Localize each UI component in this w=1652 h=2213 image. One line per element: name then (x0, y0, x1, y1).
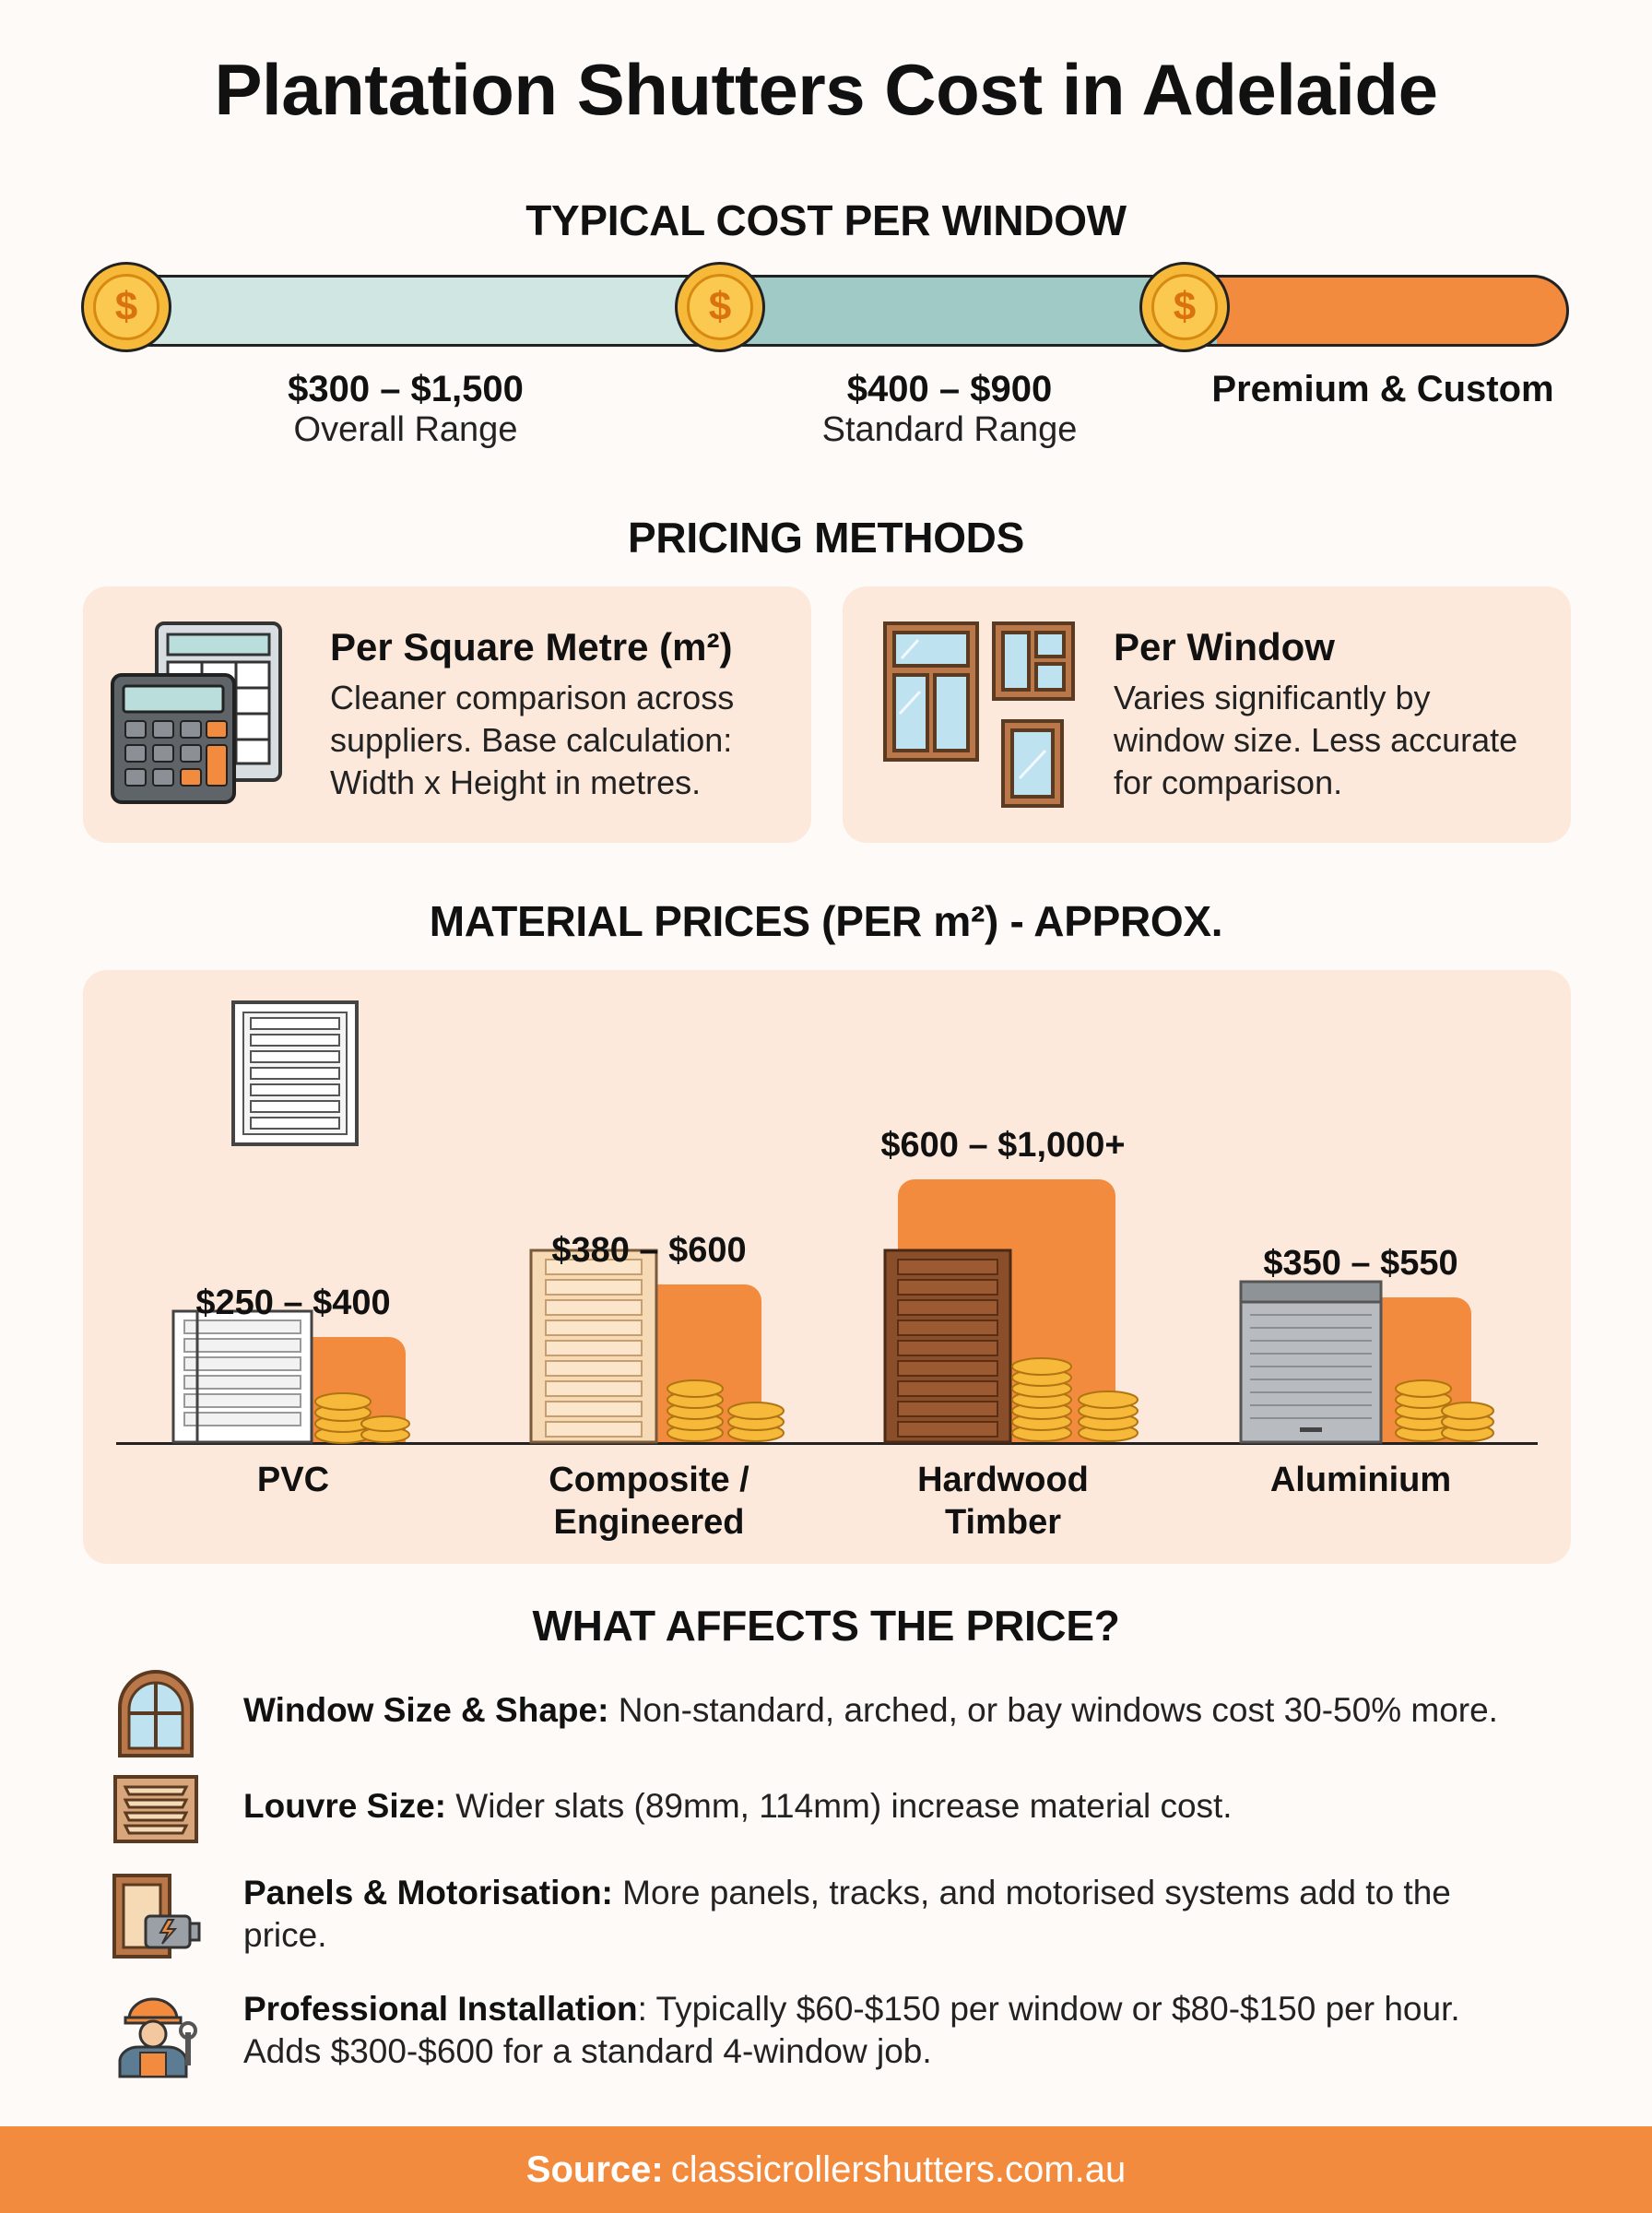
cost-per-window-heading: TYPICAL COST PER WINDOW (525, 196, 1127, 244)
windows-icon (883, 621, 1075, 808)
aluminium-shutter-coins-icon (1239, 1280, 1494, 1444)
material-prices-heading: MATERIAL PRICES (PER m²) - APPROX. (429, 897, 1223, 945)
installer-icon (118, 1997, 197, 2078)
page-title: Plantation Shutters Cost in Adelaide (214, 49, 1438, 130)
pvc-shutter-coins-icon (171, 1309, 410, 1444)
premium-range: Premium & Custom (1189, 369, 1576, 410)
factor-panels-motorisation: Panels & Motorisation: More panels, trac… (243, 1874, 1451, 1954)
material-price-label: $350 – $550 (1263, 1244, 1458, 1283)
chart-baseline (116, 1442, 1538, 1445)
material-name-label: PVC (256, 1461, 330, 1499)
dollar-coin-icon: $ (675, 262, 765, 352)
source-link[interactable]: classicrollershutters.com.au (670, 2148, 1127, 2190)
overall-range-label: Overall Range (293, 410, 518, 449)
material-name-label: Hardwood Timber (917, 1461, 1089, 1542)
factors-heading: WHAT AFFECTS THE PRICE? (532, 1602, 1120, 1650)
dollar-coin-icon: $ (81, 262, 171, 352)
factor-louvre-size: Louvre Size: Wider slats (89mm, 114mm) i… (243, 1787, 1233, 1825)
material-price-label: $250 – $400 (195, 1284, 391, 1322)
standard-range: $400 – $900 Standard Range (765, 369, 1134, 450)
pricing-method-description: Cleaner comparison across suppliers. Bas… (330, 679, 735, 801)
pricing-method-description: Varies significantly by window size. Les… (1114, 679, 1518, 801)
standard-range-label: Standard Range (821, 410, 1078, 449)
hardwood-shutter-coins-icon (883, 1249, 1139, 1444)
source-label: Source: (525, 2148, 664, 2190)
source-footer: Source: classicrollershutters.com.au (0, 2126, 1652, 2213)
factor-window-size: Window Size & Shape: Non-standard, arche… (243, 1691, 1498, 1729)
louvre-icon (113, 1775, 198, 1843)
material-prices-panel: $250 – $400 PVC $380 – $600 Composite / Engi… (83, 970, 1571, 1564)
material-name-label: Composite / Engineered (549, 1461, 749, 1542)
motor-panel-icon (112, 1874, 201, 1959)
pricing-method-title: Per Square Metre (m²) (330, 625, 733, 669)
arched-window-icon (118, 1670, 194, 1757)
standard-range-value: $400 – $900 (846, 369, 1053, 409)
pricing-methods-heading: PRICING METHODS (628, 514, 1024, 562)
overall-range-value: $300 – $1,500 (288, 369, 524, 409)
pricing-method-card-window: Per Window Varies significantly by windo… (843, 586, 1571, 843)
premium-range-value: Premium & Custom (1211, 369, 1554, 409)
material-name-label: Aluminium (1269, 1461, 1452, 1499)
overall-range-segment (83, 275, 728, 347)
shutter-icon (231, 1000, 359, 1146)
material-price-label: $380 – $600 (551, 1231, 747, 1270)
dollar-coin-icon: $ (1139, 262, 1230, 352)
factor-professional-installation: Professional Installation: Typically $60… (243, 1990, 1460, 2070)
cost-timeline: $ $ $ (81, 262, 1569, 352)
overall-range: $300 – $1,500 Overall Range (221, 369, 590, 450)
pricing-method-title: Per Window (1114, 625, 1335, 669)
material-price-label: $600 – $1,000+ (880, 1126, 1126, 1165)
calculator-icon (111, 621, 282, 804)
composite-shutter-coins-icon (529, 1249, 785, 1444)
material-price-labels: $250 – $400 PVC $380 – $600 Composite / Engi… (83, 970, 1571, 1564)
premium-range-segment (1217, 275, 1569, 347)
pricing-method-card-sqm: Per Square Metre (m²) Cleaner comparison… (83, 586, 811, 843)
